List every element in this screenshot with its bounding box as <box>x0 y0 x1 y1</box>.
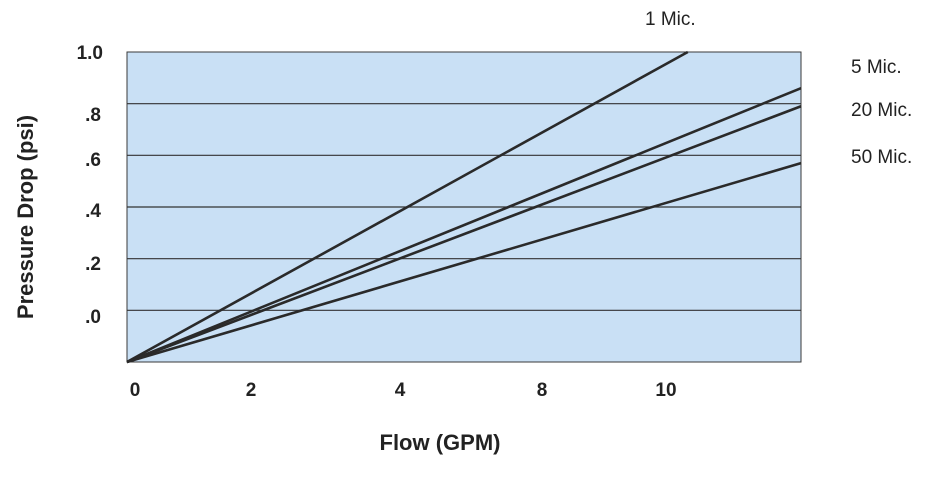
y-tick-label: .4 <box>85 201 101 222</box>
y-tick-labels: 1.0 .8 .6 .4 .2 .0 <box>77 43 103 328</box>
series-lines <box>126 50 802 364</box>
x-tick-label: 8 <box>537 380 548 401</box>
series-label: 20 Mic. <box>851 100 912 121</box>
x-tick-labels: 0 2 4 8 10 <box>130 380 677 401</box>
gridlines <box>127 103 801 311</box>
series-line <box>126 161 802 364</box>
y-tick-label: 1.0 <box>77 43 103 64</box>
series-label: 5 Mic. <box>851 57 902 78</box>
series-labels: 1 Mic. 5 Mic. 20 Mic. 50 Mic. <box>645 9 912 168</box>
y-tick-label: .2 <box>85 254 101 275</box>
x-tick-label: 2 <box>246 380 257 401</box>
x-axis-label: Flow (GPM) <box>380 430 501 455</box>
y-tick-label: .6 <box>85 150 101 171</box>
x-tick-label: 4 <box>395 380 406 401</box>
y-axis-label: Pressure Drop (psi) <box>13 115 38 319</box>
series-line <box>126 105 802 364</box>
series-label: 50 Mic. <box>851 147 912 168</box>
y-tick-label: .8 <box>85 105 101 126</box>
x-tick-label: 0 <box>130 380 141 401</box>
y-tick-label: .0 <box>85 307 101 328</box>
x-tick-label: 10 <box>655 380 676 401</box>
series-label: 1 Mic. <box>645 9 696 30</box>
series-line <box>126 50 689 364</box>
series-line <box>126 86 802 364</box>
